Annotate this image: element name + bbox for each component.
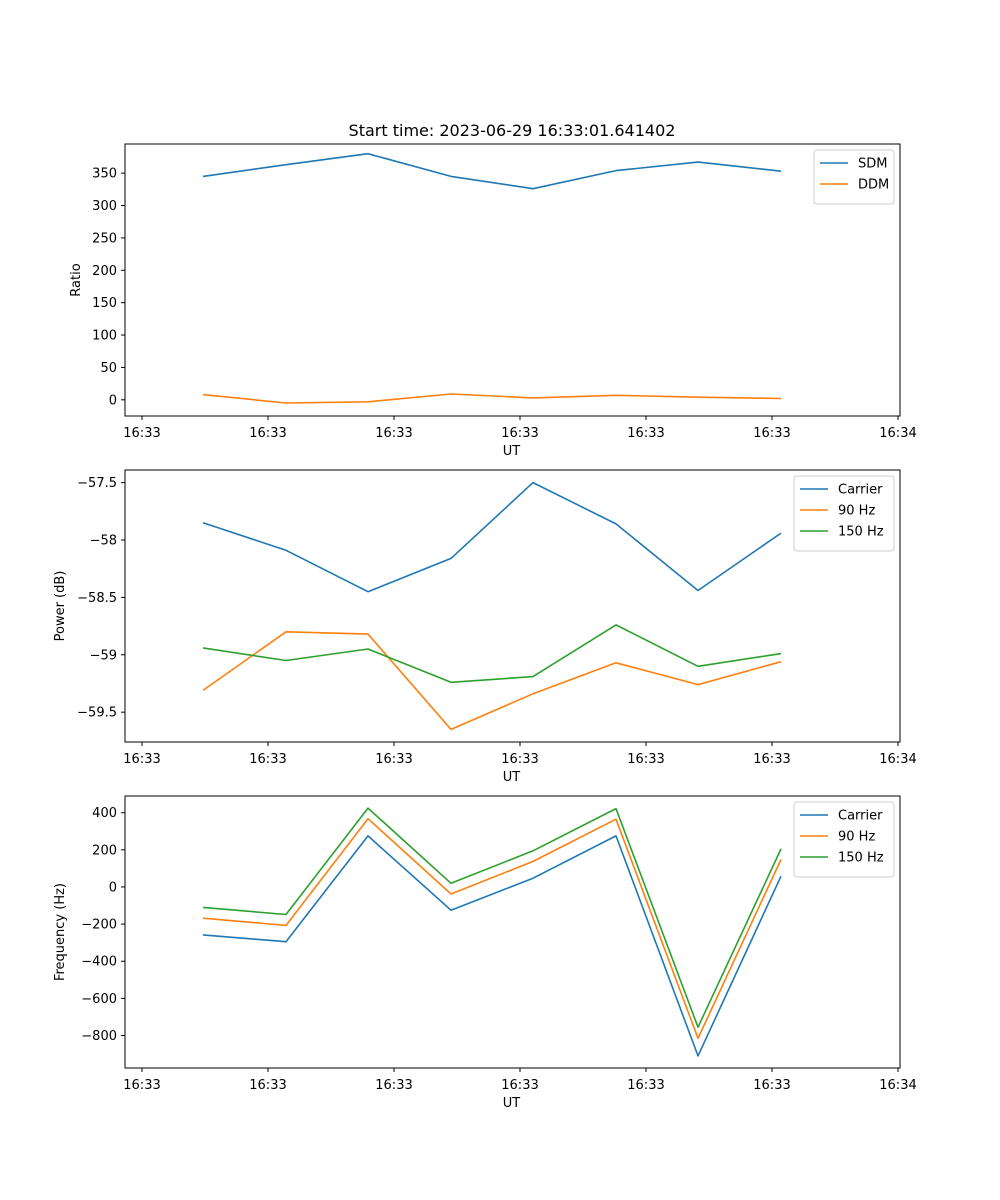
legend-label: DDM bbox=[858, 178, 889, 193]
subplot-2: 16:33 16:33 16:33 16:33 16:33 16:33 16:34 −59.5… bbox=[53, 469, 917, 785]
legend-label: Carrier bbox=[838, 483, 883, 498]
legend: Carrier 90 Hz 150 Hz bbox=[793, 801, 895, 878]
y-tick-label: −58.5 bbox=[77, 591, 117, 606]
y-tick-label: 100 bbox=[92, 329, 117, 344]
x-tick-label: 16:34 bbox=[879, 752, 916, 767]
y-tick-label: 50 bbox=[100, 361, 117, 376]
x-axis-label: UT bbox=[503, 1096, 521, 1111]
legend: SDM DDM bbox=[813, 149, 895, 205]
y-tick-label: 0 bbox=[109, 880, 117, 895]
y-tick-label: 350 bbox=[92, 167, 117, 182]
x-axis-label: UT bbox=[503, 770, 521, 785]
y-axis-label: Ratio bbox=[69, 263, 84, 296]
x-tick-label: 16:33 bbox=[501, 752, 538, 767]
x-tick-label: 16:33 bbox=[249, 426, 286, 441]
series-line-1 bbox=[202, 152, 782, 190]
y-tick-label: −800 bbox=[81, 1029, 117, 1044]
x-tick-label: 16:33 bbox=[375, 426, 412, 441]
subplot-3: 16:33 16:33 16:33 16:33 16:33 16:33 16:34 −800 −… bbox=[53, 795, 917, 1111]
legend-label: Carrier bbox=[838, 809, 883, 824]
series-line-2 bbox=[202, 630, 782, 731]
x-tick-label: 16:33 bbox=[375, 1078, 412, 1093]
legend-label: 150 Hz bbox=[838, 525, 884, 540]
y-tick-label: 400 bbox=[92, 806, 117, 821]
subplot-1: 16:33 16:33 16:33 16:33 16:33 16:33 16:34 0 50 10… bbox=[69, 143, 917, 459]
y-tick-label: 0 bbox=[109, 393, 117, 408]
legend-label: SDM bbox=[858, 157, 887, 172]
x-tick-label: 16:33 bbox=[753, 426, 790, 441]
series-line-1 bbox=[202, 481, 782, 593]
series-line-3 bbox=[202, 624, 782, 684]
y-tick-label: 150 bbox=[92, 296, 117, 311]
y-axis-label: Power (dB) bbox=[53, 571, 68, 642]
legend: Carrier 90 Hz 150 Hz bbox=[793, 475, 895, 552]
x-tick-label: 16:33 bbox=[501, 1078, 538, 1093]
series-line-2 bbox=[202, 393, 782, 404]
x-tick-label: 16:33 bbox=[627, 752, 664, 767]
legend-label: 90 Hz bbox=[838, 504, 875, 519]
axes-frame bbox=[124, 469, 901, 743]
y-tick-label: −57.5 bbox=[77, 476, 117, 491]
x-tick-label: 16:33 bbox=[627, 1078, 664, 1093]
y-tick-label: 200 bbox=[92, 843, 117, 858]
x-tick-label: 16:33 bbox=[123, 1078, 160, 1093]
series-line-1 bbox=[202, 835, 782, 1057]
series-line-2 bbox=[202, 817, 782, 1040]
subplots: 16:33 16:33 16:33 16:33 16:33 16:33 16:34 0 50 10… bbox=[53, 143, 917, 1111]
y-tick-label: 250 bbox=[92, 231, 117, 246]
y-tick-label: −200 bbox=[81, 918, 117, 933]
y-axis-label: Frequency (Hz) bbox=[53, 883, 68, 981]
series-line-3 bbox=[202, 807, 782, 1028]
x-tick-label: 16:33 bbox=[123, 752, 160, 767]
figure-title: Start time: 2023-06-29 16:33:01.641402 bbox=[349, 121, 676, 140]
x-tick-label: 16:33 bbox=[249, 1078, 286, 1093]
legend-box bbox=[793, 475, 895, 552]
y-tick-label: −59.5 bbox=[77, 706, 117, 721]
legend-label: 90 Hz bbox=[838, 830, 875, 845]
x-tick-label: 16:33 bbox=[249, 752, 286, 767]
y-tick-label: −400 bbox=[81, 955, 117, 970]
y-tick-label: −58 bbox=[90, 534, 117, 549]
y-tick-label: 300 bbox=[92, 199, 117, 214]
x-tick-label: 16:33 bbox=[501, 426, 538, 441]
x-tick-label: 16:33 bbox=[753, 1078, 790, 1093]
x-tick-label: 16:34 bbox=[879, 426, 916, 441]
y-tick-label: −59 bbox=[90, 648, 117, 663]
axes-frame bbox=[124, 143, 901, 417]
x-tick-label: 16:33 bbox=[375, 752, 412, 767]
y-tick-label: 200 bbox=[92, 264, 117, 279]
axes-frame bbox=[124, 795, 901, 1069]
x-tick-label: 16:33 bbox=[123, 426, 160, 441]
y-tick-label: −600 bbox=[81, 992, 117, 1007]
x-tick-label: 16:33 bbox=[753, 752, 790, 767]
x-axis-label: UT bbox=[503, 444, 521, 459]
legend-label: 150 Hz bbox=[838, 851, 884, 866]
x-tick-label: 16:33 bbox=[627, 426, 664, 441]
x-tick-label: 16:34 bbox=[879, 1078, 916, 1093]
legend-box bbox=[793, 801, 895, 878]
